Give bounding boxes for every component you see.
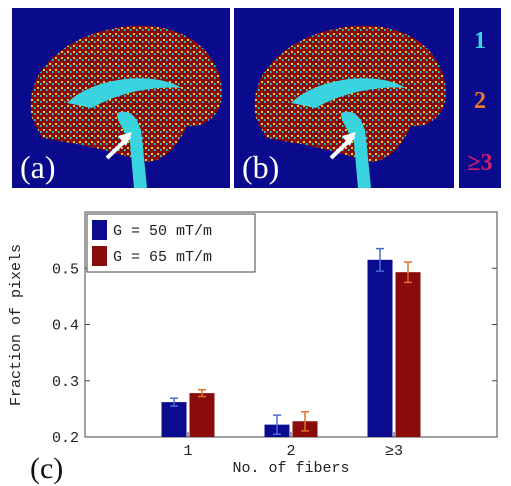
fiber-label: 2 [474,88,486,114]
panel-label: (a) [20,149,56,185]
x-axis-label: No. of fibers [232,460,349,477]
legend-box [86,213,256,273]
fiber-label: ≥3 [467,150,492,176]
y-tick-label: 0.5 [52,261,79,278]
panel-label: (b) [242,149,279,185]
error-bar [404,261,412,284]
error-bar [301,410,309,432]
bar [367,259,393,437]
legend-swatch [92,220,107,240]
bar [395,272,421,437]
panel-label: (c) [30,452,63,485]
panel-a: (a) [12,8,230,190]
fiber-legend: 1 2 ≥3 [459,8,501,188]
x-tick-label: 2 [286,443,295,460]
bar [189,393,215,437]
error-bar [376,247,384,272]
y-tick-label: 0.2 [52,430,79,447]
panel-b: (b) [234,8,454,190]
fiber-label: 1 [474,28,486,54]
bar [161,402,187,437]
x-tick-label: 1 [183,443,192,460]
legend-label: G = 65 mT/m [113,249,212,266]
error-bar [198,389,206,398]
legend-label: G = 50 mT/m [113,223,212,240]
x-tick-label: ≥3 [385,443,403,460]
plot: 0.2 0.3 0.4 0.5 1 2 ≥3 G = 50 mT/m G = 65 mT/m [52,213,497,460]
y-tick-label: 0.4 [52,318,79,335]
y-tick-label: 0.3 [52,374,79,391]
error-bar [170,397,178,407]
error-bar [273,414,281,435]
legend-swatch [92,246,107,266]
y-axis-label: Fraction of pixels [8,244,25,406]
